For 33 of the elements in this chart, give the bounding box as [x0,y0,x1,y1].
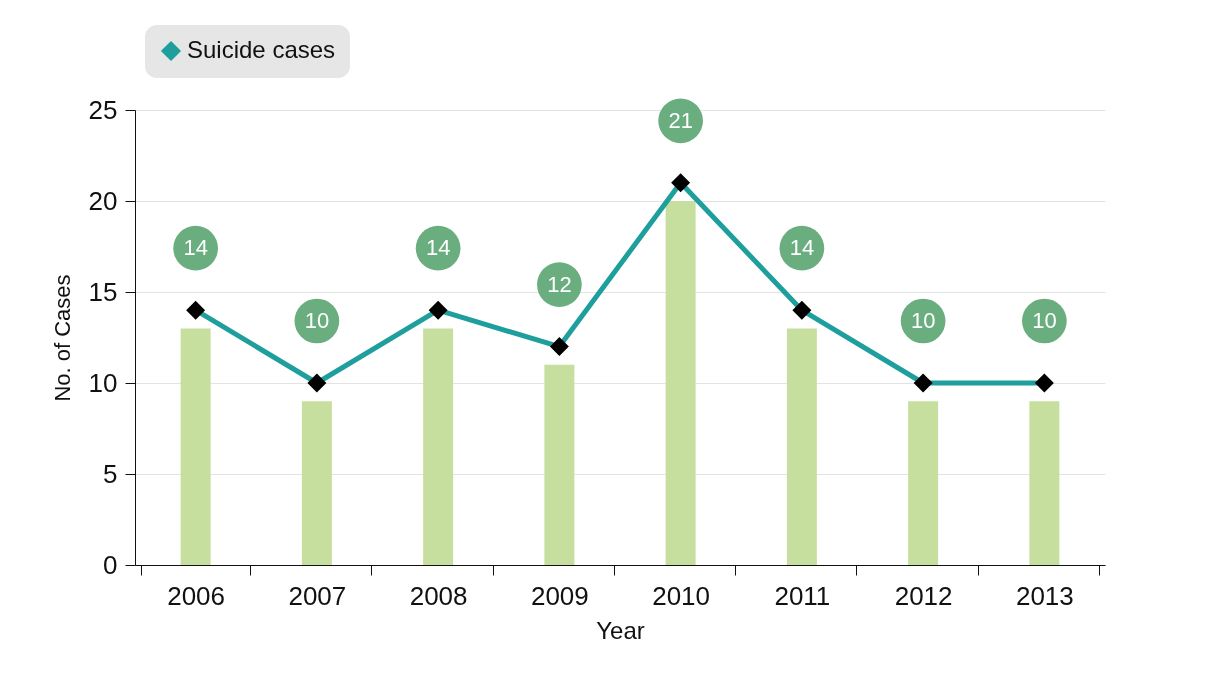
data-label: 21 [668,107,693,133]
x-tick-label: 2013 [1015,580,1074,611]
x-tick-label: 2007 [288,580,347,611]
x-tick-label: 2010 [652,580,711,611]
bar [786,328,817,565]
bar [665,201,696,565]
x-tick-label: 2006 [167,580,226,611]
x-axis-title: Year [596,616,645,644]
data-label: 10 [910,308,936,333]
y-tick-label: 15 [88,276,118,307]
bar [301,401,332,565]
data-label: 12 [547,271,572,297]
bar [1029,401,1060,565]
legend-label: Suicide cases [187,36,336,63]
x-tick-label: 2009 [530,580,589,611]
y-tick-label: 5 [103,458,118,489]
y-tick-label: 25 [88,94,118,125]
data-label: 14 [425,235,451,261]
bar [544,364,575,565]
y-axis-title: No. of Cases [49,274,75,402]
y-tick-label: 0 [103,549,118,580]
bar [423,328,454,565]
y-tick-label: 10 [88,367,118,398]
data-label: 10 [1032,308,1057,333]
bar [180,328,211,565]
bar [908,401,939,565]
x-tick-label: 2011 [774,580,831,611]
data-label: 14 [183,235,208,261]
data-label: 14 [789,235,815,261]
y-tick-label: 20 [88,185,118,216]
x-tick-label: 2008 [409,580,468,611]
data-label: 10 [304,308,330,333]
x-tick-label: 2012 [894,580,953,611]
